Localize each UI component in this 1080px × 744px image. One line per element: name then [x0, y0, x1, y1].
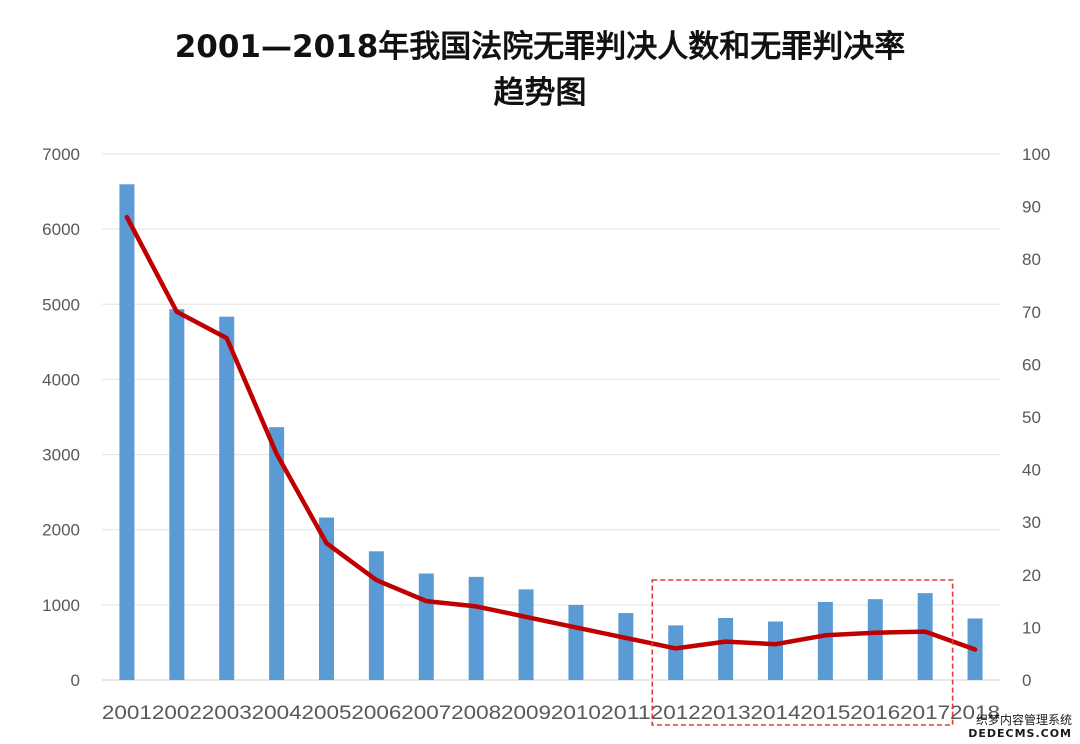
bar [368, 551, 384, 680]
bar-series [119, 184, 983, 680]
watermark-line-1: 织梦内容管理系统 [975, 713, 1072, 727]
bar [768, 621, 783, 680]
bar [119, 184, 135, 680]
x-tick-label: 2018 [950, 703, 1000, 724]
right-tick-label: 60 [1022, 355, 1041, 374]
x-tick-label: 2017 [900, 703, 950, 724]
left-tick-label: 5000 [42, 295, 80, 314]
bar [618, 613, 634, 680]
bar [518, 589, 534, 680]
x-tick-label: 2016 [850, 703, 900, 724]
title-line-2: 趋势图 [493, 75, 587, 111]
x-tick-label: 2005 [302, 703, 352, 724]
right-tick-label: 100 [1022, 145, 1050, 164]
right-tick-label: 20 [1022, 566, 1041, 585]
right-tick-label: 0 [1022, 671, 1031, 690]
x-tick-label: 2001 [102, 703, 152, 724]
watermark-line-2: DEDECMS.COM [968, 727, 1072, 740]
x-tick-label: 2011 [601, 703, 651, 724]
gridlines [102, 153, 1000, 681]
bar [668, 625, 684, 680]
x-tick-label: 2012 [651, 703, 701, 724]
highlight-rect [651, 579, 954, 726]
right-tick-label: 90 [1022, 198, 1041, 217]
bar [718, 618, 734, 680]
x-tick-label: 2002 [152, 703, 202, 724]
bar [817, 601, 833, 680]
bar [867, 599, 883, 680]
left-tick-label: 2000 [42, 521, 80, 540]
left-tick-label: 4000 [42, 370, 80, 389]
right-tick-label: 40 [1022, 461, 1041, 480]
right-axis-ticks: 0 10 20 30 40 50 60 70 80 90 100 [1022, 145, 1050, 690]
bar [917, 593, 933, 680]
highlight-box [651, 579, 954, 726]
rate-line [124, 214, 978, 652]
x-tick-label: 2013 [701, 703, 751, 724]
bar [568, 604, 584, 680]
x-tick-label: 2007 [401, 703, 451, 724]
title-line-1: 2001—2018年我国法院无罪判决人数和无罪判决率 [174, 29, 906, 65]
x-tick-label: 2009 [501, 703, 551, 724]
x-tick-label: 2010 [551, 703, 601, 724]
left-tick-label: 3000 [42, 446, 80, 465]
bar [219, 316, 235, 680]
watermark: 织梦内容管理系统 DEDECMS.COM [968, 713, 1072, 740]
x-tick-label: 2006 [351, 703, 401, 724]
chart-title: 2001—2018年我国法院无罪判决人数和无罪判决率 趋势图 [0, 24, 1080, 116]
left-tick-label: 7000 [42, 145, 80, 164]
x-tick-label: 2008 [451, 703, 501, 724]
right-tick-label: 10 [1022, 618, 1041, 637]
x-tick-label: 2003 [202, 703, 252, 724]
x-tick-label: 2014 [751, 703, 801, 724]
right-tick-label: 80 [1022, 250, 1041, 269]
left-axis-ticks: 0 1000 2000 3000 4000 5000 6000 7000 [42, 145, 80, 690]
x-tick-label: 2015 [800, 703, 850, 724]
x-axis-labels: 2001 2002 2003 2004 2005 2006 2007 2008 2009 2010… [102, 703, 1000, 724]
left-tick-label: 6000 [42, 220, 80, 239]
x-tick-label: 2004 [252, 703, 302, 724]
right-tick-label: 70 [1022, 303, 1041, 322]
bar [418, 573, 434, 680]
bar [319, 517, 334, 680]
left-tick-label: 0 [71, 671, 80, 690]
bar [269, 427, 285, 680]
bar [169, 309, 185, 680]
right-tick-label: 30 [1022, 513, 1041, 532]
right-tick-label: 50 [1022, 408, 1041, 427]
bar [468, 576, 484, 680]
rate-line-series [124, 214, 978, 652]
left-tick-label: 1000 [42, 596, 80, 615]
